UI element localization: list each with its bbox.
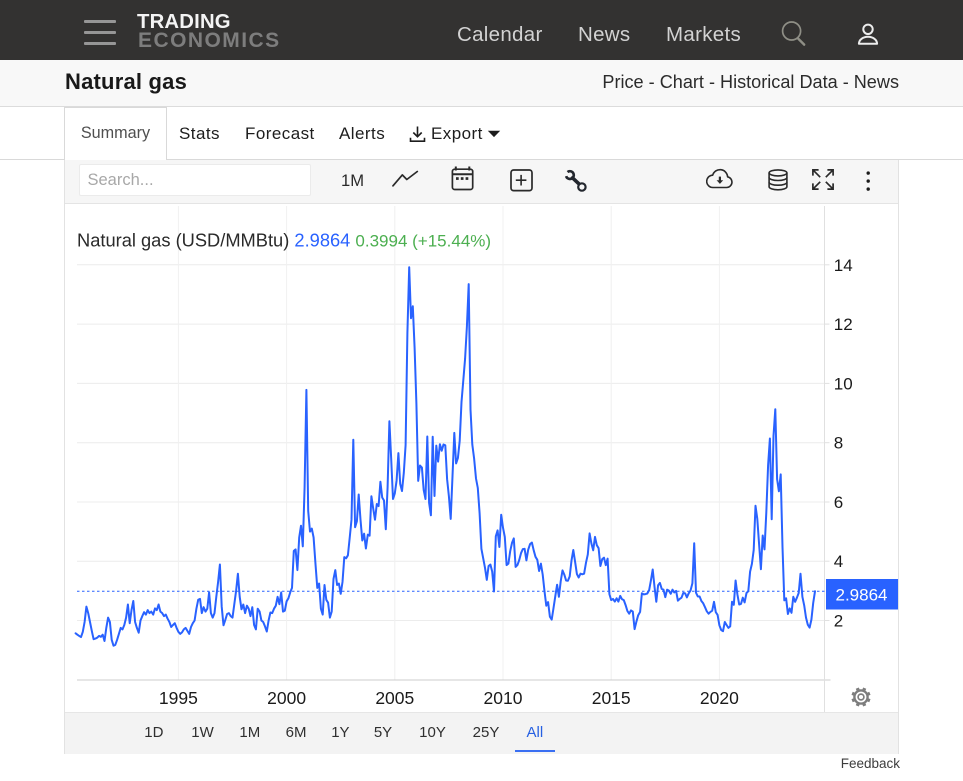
svg-text:6: 6 [834,493,843,512]
svg-text:2005: 2005 [375,688,414,708]
svg-text:2020: 2020 [700,688,739,708]
svg-text:14: 14 [834,256,853,275]
svg-text:2.9864: 2.9864 [836,586,888,605]
svg-text:4: 4 [834,552,843,571]
svg-text:2: 2 [834,612,843,631]
svg-text:10: 10 [834,374,853,393]
svg-text:1995: 1995 [159,688,198,708]
svg-text:2010: 2010 [484,688,523,708]
svg-text:2015: 2015 [592,688,631,708]
svg-text:2000: 2000 [267,688,306,708]
svg-text:8: 8 [834,434,843,453]
svg-text:12: 12 [834,315,853,334]
svg-text:Natural gas (USD/MMBtu) 2.9864: Natural gas (USD/MMBtu) 2.9864 0.3994 (+… [77,229,491,250]
